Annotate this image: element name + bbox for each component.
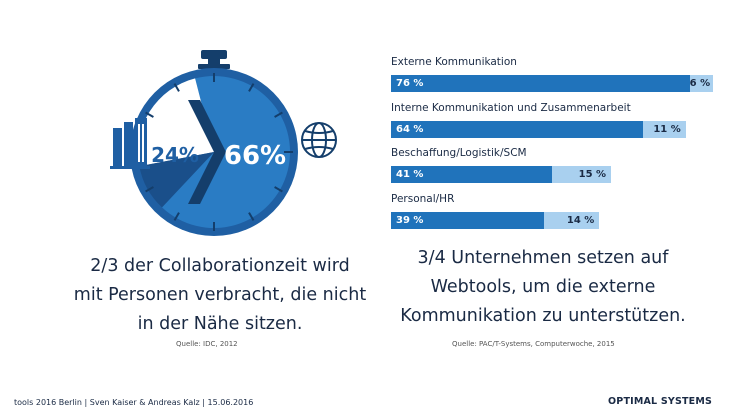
bar-value-label-primary: 41 % — [396, 169, 424, 180]
stopwatch-tick — [274, 186, 283, 193]
stopwatch-tick — [248, 83, 255, 92]
bar-segment-primary — [391, 166, 553, 183]
bar-category-label: Beschaffung/Logistik/SCM — [391, 147, 527, 159]
brand-logo: OPTIMAL SYSTEMS — [608, 396, 713, 407]
bar-segment-secondary — [689, 75, 714, 92]
bar-value-label-secondary: 6 % — [689, 78, 711, 89]
bar-segment-secondary — [544, 211, 600, 229]
stopwatch-pointer — [188, 100, 226, 204]
bar-category-label: Externe Kommunikation — [391, 56, 517, 68]
bar-value-label-primary: 76 % — [396, 78, 424, 89]
bar-value-label-secondary: 14 % — [566, 214, 595, 226]
bar-segment-secondary — [642, 120, 686, 138]
bar-value-label-primary: 64 % — [396, 123, 424, 135]
bar-value-label-secondary: 11 % — [653, 123, 681, 135]
bars-caption: 3/4 Unternehmen setzen auf Webtools, um … — [388, 244, 698, 331]
globe-icon — [301, 122, 337, 158]
bar-segment-primary — [391, 211, 545, 229]
bar-segment-primary — [391, 120, 643, 138]
bars-source: Quelle: PAC/T-Systems, Computerwoche, 20… — [452, 340, 615, 348]
stopwatch-crown-stem — [208, 58, 220, 66]
footer-text: tools 2016 Berlin | Sven Kaiser & Andrea… — [14, 398, 254, 407]
stopwatch-crown — [201, 50, 227, 59]
stopwatch-value-right: 66% — [224, 141, 286, 171]
stopwatch-caption: 2/3 der Collaborationzeit wird mit Perso… — [40, 252, 400, 339]
bars-caption-line-3: Kommunikation zu unterstützen. — [400, 306, 686, 326]
bar-value-label-secondary: 15 % — [578, 169, 607, 180]
stopwatch-crown-band — [198, 64, 230, 69]
stopwatch-tick — [274, 111, 283, 118]
stopwatch-graphic: 24% 66% — [110, 50, 337, 236]
bar-category-label: Interne Kommunikation und Zusammenarbeit — [391, 101, 631, 114]
stopwatch-caption-line-1: 2/3 der Collaborationzeit wird — [90, 256, 350, 276]
stopwatch-tick — [173, 83, 180, 92]
stopwatch-segment-66 — [162, 76, 291, 229]
office-building-icon — [110, 118, 150, 169]
bars-caption-line-2: Webtools, um die externe — [430, 277, 656, 297]
stopwatch-caption-line-2: mit Personen verbracht, die nicht — [73, 285, 367, 305]
stopwatch-caption-line-3: in der Nähe sitzen. — [137, 314, 303, 334]
stopwatch-tick — [248, 212, 255, 221]
bar-category-label: Personal/HR — [391, 192, 455, 205]
stopwatch-tick — [173, 212, 180, 221]
bars-caption-line-1: 3/4 Unternehmen setzen auf — [417, 248, 669, 268]
stopwatch-segment-rest — [139, 152, 214, 208]
stopwatch-tick — [145, 186, 154, 193]
bar-segment-primary — [391, 75, 690, 92]
bar-segment-secondary — [552, 166, 612, 183]
stopwatch-source: Quelle: IDC, 2012 — [176, 340, 238, 348]
stopwatch-tick — [145, 111, 154, 118]
bar-value-label-primary: 39 % — [396, 214, 424, 226]
stopwatch-value-left: 24% — [151, 143, 199, 167]
